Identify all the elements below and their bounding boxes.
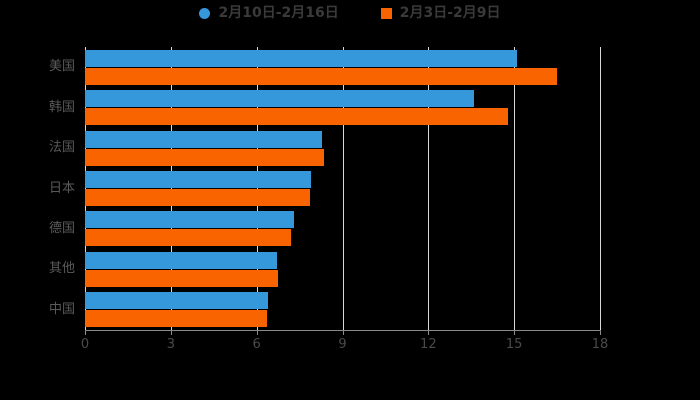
bar-5-series-0[interactable] xyxy=(85,251,277,269)
y-category-label-4: 德国 xyxy=(48,220,75,236)
bar-group-6 xyxy=(85,292,600,328)
bar-group-3 xyxy=(85,171,600,206)
legend-label-series-0: 2月10日-2月16日 xyxy=(218,5,339,21)
bar-1-series-0[interactable] xyxy=(85,90,475,108)
y-category-label-6: 中国 xyxy=(48,301,75,317)
y-category-label-0: 美国 xyxy=(48,59,75,75)
x-tick-mark-15 xyxy=(514,330,516,335)
gridline-x-12 xyxy=(428,47,430,330)
legend-item-series-0[interactable]: 2月10日-2月16日 xyxy=(199,5,339,21)
plot-area xyxy=(85,47,601,330)
x-tick-mark-6 xyxy=(256,330,258,335)
x-tick-mark-0 xyxy=(85,330,86,335)
bar-6-series-1[interactable] xyxy=(85,310,267,328)
x-tick-label-6: 6 xyxy=(252,337,261,352)
bar-2-series-0[interactable] xyxy=(85,130,323,148)
x-tick-label-3: 3 xyxy=(166,337,175,352)
bar-5-series-1[interactable] xyxy=(85,269,279,287)
gridline-x-18 xyxy=(600,47,601,330)
gridline-x-15 xyxy=(514,47,516,330)
x-tick-mark-3 xyxy=(170,330,172,335)
legend-marker-square-icon xyxy=(380,7,392,19)
x-tick-label-15: 15 xyxy=(505,337,523,352)
legend-marker-dot-icon xyxy=(199,7,211,19)
y-category-label-1: 韩国 xyxy=(48,99,75,115)
bar-2-series-1[interactable] xyxy=(85,148,324,166)
y-category-label-2: 法国 xyxy=(48,140,75,156)
x-tick-mark-12 xyxy=(428,330,430,335)
bar-3-series-0[interactable] xyxy=(85,171,312,188)
bar-group-5 xyxy=(85,251,600,287)
bar-4-series-1[interactable] xyxy=(85,229,291,247)
legend-label-series-1: 2月3日-2月9日 xyxy=(399,5,501,21)
y-axis-line xyxy=(85,47,86,330)
y-category-label-5: 其他 xyxy=(48,261,75,277)
bar-4-series-0[interactable] xyxy=(85,211,294,229)
bar-group-0 xyxy=(85,49,600,85)
bar-0-series-0[interactable] xyxy=(85,49,518,67)
x-tick-mark-18 xyxy=(600,330,601,335)
legend-item-series-1[interactable]: 2月3日-2月9日 xyxy=(380,5,501,21)
x-tick-label-9: 9 xyxy=(338,337,347,352)
bar-3-series-1[interactable] xyxy=(85,189,310,206)
y-category-label-3: 日本 xyxy=(48,180,75,196)
bar-group-4 xyxy=(85,211,600,247)
gridline-x-6 xyxy=(256,47,258,330)
bar-1-series-1[interactable] xyxy=(85,108,509,126)
x-tick-label-0: 0 xyxy=(80,337,90,352)
x-tick-mark-9 xyxy=(342,330,344,335)
bar-6-series-0[interactable] xyxy=(85,292,269,310)
x-tick-label-18: 18 xyxy=(591,337,609,352)
gridline-x-9 xyxy=(342,47,344,330)
chart-legend: 2月10日-2月16日 2月3日-2月9日 xyxy=(0,6,700,20)
bar-group-2 xyxy=(85,130,600,166)
x-tick-label-12: 12 xyxy=(420,337,437,352)
bar-group-1 xyxy=(85,90,600,126)
bar-0-series-1[interactable] xyxy=(85,67,558,85)
gridline-x-3 xyxy=(170,47,172,330)
y-axis-labels: 美国韩国法国日本德国其他中国 xyxy=(0,47,75,330)
